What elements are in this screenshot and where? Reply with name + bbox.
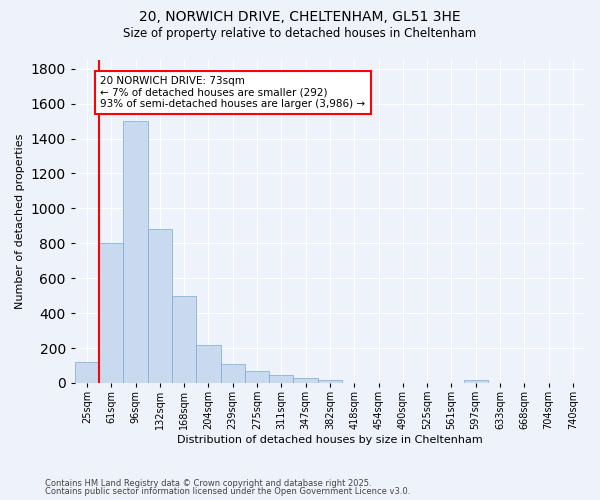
Text: 20 NORWICH DRIVE: 73sqm
← 7% of detached houses are smaller (292)
93% of semi-de: 20 NORWICH DRIVE: 73sqm ← 7% of detached…: [100, 76, 365, 109]
Text: Size of property relative to detached houses in Cheltenham: Size of property relative to detached ho…: [124, 28, 476, 40]
Bar: [464, 380, 488, 383]
Bar: [245, 371, 269, 383]
Y-axis label: Number of detached properties: Number of detached properties: [15, 134, 25, 309]
Text: 20, NORWICH DRIVE, CHELTENHAM, GL51 3HE: 20, NORWICH DRIVE, CHELTENHAM, GL51 3HE: [139, 10, 461, 24]
Bar: [269, 375, 293, 383]
Bar: [148, 230, 172, 383]
Bar: [99, 244, 124, 383]
Bar: [221, 364, 245, 383]
Text: Contains HM Land Registry data © Crown copyright and database right 2025.: Contains HM Land Registry data © Crown c…: [45, 478, 371, 488]
Bar: [172, 296, 196, 383]
Text: Contains public sector information licensed under the Open Government Licence v3: Contains public sector information licen…: [45, 487, 410, 496]
Bar: [293, 378, 318, 383]
X-axis label: Distribution of detached houses by size in Cheltenham: Distribution of detached houses by size …: [177, 435, 483, 445]
Bar: [318, 380, 342, 383]
Bar: [124, 121, 148, 383]
Bar: [75, 362, 99, 383]
Bar: [196, 346, 221, 383]
